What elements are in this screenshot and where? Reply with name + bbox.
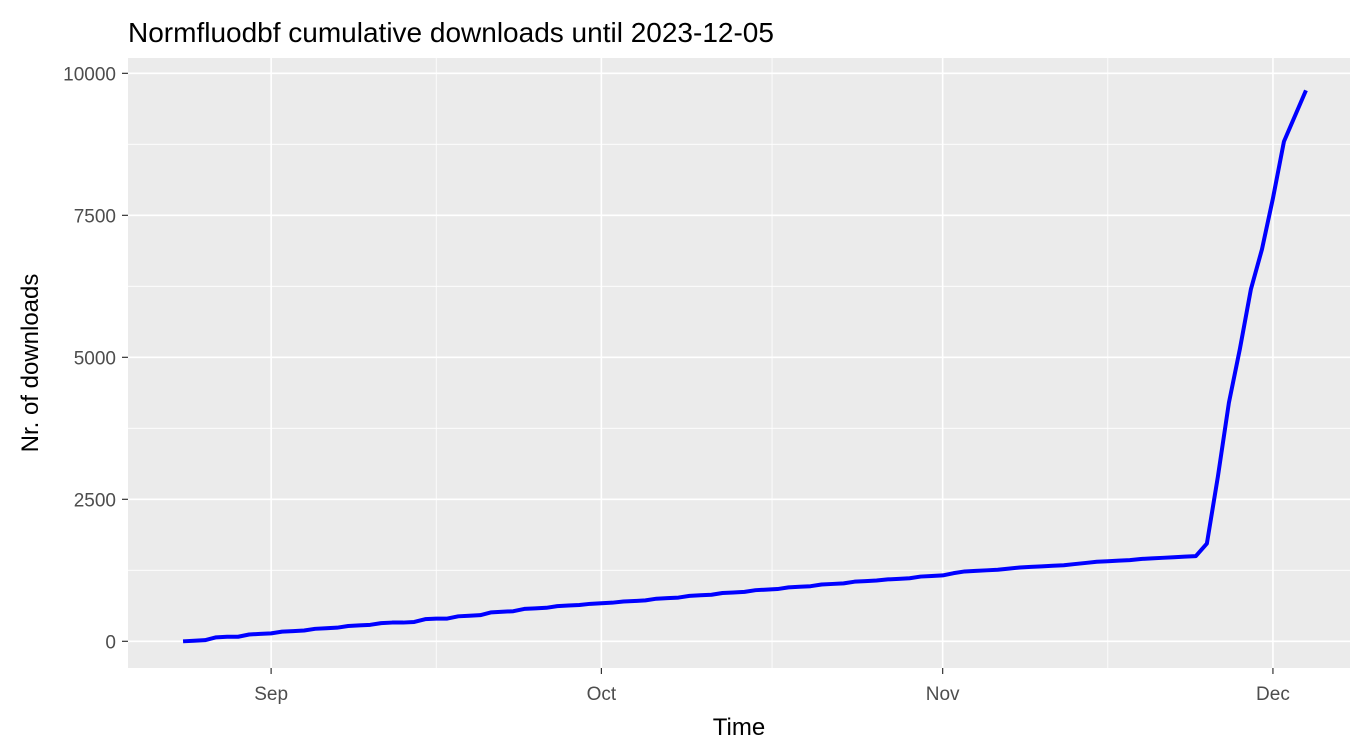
y-tick-label: 5000: [74, 348, 116, 369]
series-layer: [182, 89, 1308, 644]
x-tick-label: Oct: [587, 684, 617, 705]
y-tick-label: 7500: [74, 206, 116, 227]
x-tick-label: Dec: [1256, 684, 1290, 705]
x-axis-title: Time: [713, 714, 765, 741]
y-tick-label: 2500: [74, 490, 116, 511]
downloads-line: [182, 89, 1308, 644]
x-axis: Sep Oct Nov Dec: [254, 668, 1290, 705]
chart-title: Normfluodbf cumulative downloads until 2…: [128, 17, 774, 48]
y-tick-label: 0: [105, 632, 116, 653]
x-tick-label: Sep: [254, 684, 288, 705]
y-axis: 0 2500 5000 7500 10000: [63, 64, 128, 653]
major-gridlines: [128, 58, 1350, 668]
y-tick-label: 10000: [63, 64, 116, 85]
minor-gridlines: [128, 58, 1350, 668]
x-tick-label: Nov: [926, 684, 960, 705]
y-axis-title: Nr. of downloads: [17, 274, 44, 453]
plot-panel: [128, 58, 1350, 668]
